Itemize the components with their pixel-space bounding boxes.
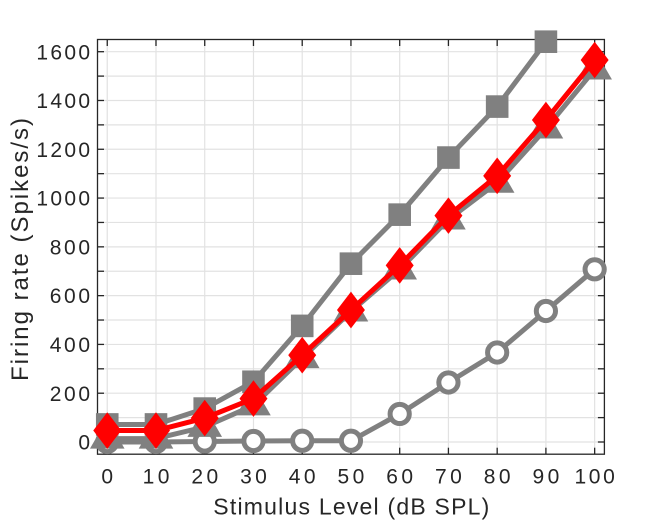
svg-text:Stimulus Level (dB SPL): Stimulus Level (dB SPL) [213, 494, 489, 520]
svg-text:0: 0 [101, 465, 113, 488]
svg-text:100: 100 [575, 465, 615, 488]
svg-text:600: 600 [50, 285, 90, 308]
svg-text:200: 200 [50, 383, 90, 406]
svg-text:800: 800 [50, 236, 90, 259]
svg-text:0: 0 [78, 432, 90, 455]
svg-text:Firing rate (Spikes/s): Firing rate (Spikes/s) [7, 118, 34, 381]
svg-text:400: 400 [50, 334, 90, 357]
